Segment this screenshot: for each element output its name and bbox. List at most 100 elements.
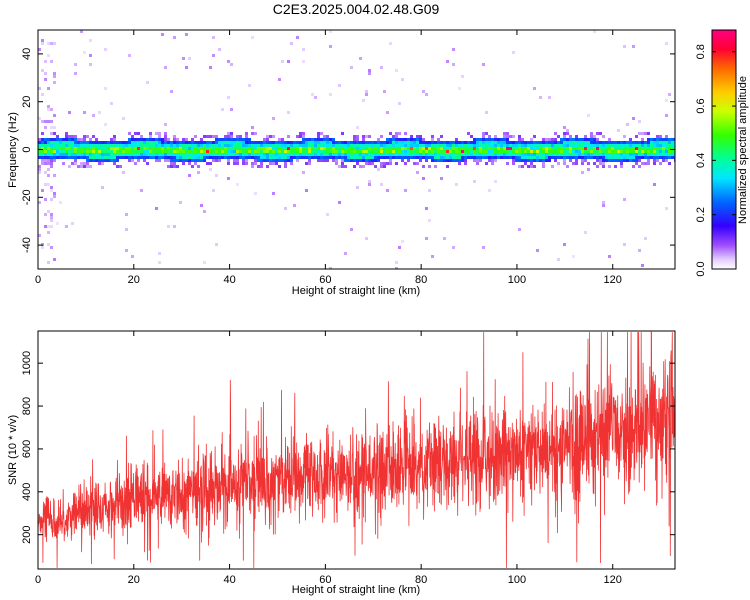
heatmap-cell [293,147,296,150]
heatmap-cell [65,141,68,144]
heatmap-cell [209,147,212,150]
heatmap-cell [401,144,404,147]
heatmap-cell [638,147,641,150]
heatmap-cell [626,150,629,153]
heatmap-cell [422,165,425,168]
heatmap-cell [59,141,62,144]
heatmap-cell [530,141,533,144]
heatmap-cell [95,147,98,150]
heatmap-cell [563,141,566,144]
heatmap-cell [557,153,560,156]
heatmap-cell [380,144,383,147]
heatmap-cell [659,141,662,144]
heatmap-cell [620,150,623,153]
heatmap-cell [587,141,590,144]
heatmap-cell [143,147,146,150]
heatmap-cell [512,51,515,54]
heatmap-cell [590,141,593,144]
heatmap-cell [170,144,173,147]
heatmap-cell [128,150,131,153]
heatmap-cell [431,144,434,147]
heatmap-cell [605,150,608,153]
heatmap-cell [218,156,221,159]
heatmap-cell [485,156,488,159]
heatmap-cell [146,138,149,141]
heatmap-cell [254,162,257,165]
heatmap-cell [620,156,623,159]
heatmap-cell [179,147,182,150]
heatmap-cell [599,141,602,144]
heatmap-cell [296,141,299,144]
heatmap-cell [299,135,302,138]
spectrogram-marks [38,30,675,269]
heatmap-cell [155,159,158,162]
heatmap-cell [173,135,176,138]
heatmap-cell [212,159,215,162]
heatmap-cell [611,153,614,156]
heatmap-cell [119,144,122,147]
heatmap-cell [401,147,404,150]
heatmap-cell [272,159,275,162]
heatmap-cell [236,162,239,165]
heatmap-cell [383,90,386,93]
heatmap-cell [215,156,218,159]
heatmap-cell [299,156,302,159]
heatmap-cell [71,222,74,225]
heatmap-cell [440,150,443,153]
heatmap-cell [323,150,326,153]
heatmap-cell [236,156,239,159]
heatmap-cell [515,156,518,159]
heatmap-cell [623,135,626,138]
heatmap-cell [482,147,485,150]
heatmap-cell [59,153,62,156]
heatmap-cell [641,138,644,141]
heatmap-cell [200,159,203,162]
heatmap-cell [134,162,137,165]
heatmap-cell [434,147,437,150]
heatmap-cell [86,147,89,150]
heatmap-cell [50,144,53,147]
heatmap-cell [455,156,458,159]
heatmap-cell [377,141,380,144]
heatmap-cell [41,156,44,159]
heatmap-cell [425,93,428,96]
colorbar-tick-label: 0.8 [695,44,707,59]
heatmap-cell [86,144,89,147]
heatmap-cell [353,138,356,141]
heatmap-cell [530,150,533,153]
heatmap-cell [281,60,284,63]
heatmap-cell [362,159,365,162]
heatmap-cell [50,120,53,123]
heatmap-cell [515,153,518,156]
heatmap-cell [632,150,635,153]
heatmap-cell [671,144,674,147]
heatmap-cell [269,162,272,165]
heatmap-cell [47,261,50,264]
heatmap-cell [419,153,422,156]
heatmap-cell [581,144,584,147]
heatmap-cell [257,144,260,147]
heatmap-cell [290,150,293,153]
heatmap-cell [287,60,290,63]
heatmap-cell [377,147,380,150]
heatmap-cell [272,135,275,138]
heatmap-cell [629,138,632,141]
heatmap-cell [41,144,44,147]
heatmap-cell [248,147,251,150]
heatmap-cell [50,42,53,45]
heatmap-cell [224,156,227,159]
heatmap-cell [638,249,641,252]
heatmap-cell [488,153,491,156]
heatmap-cell [353,141,356,144]
heatmap-cell [425,207,428,210]
heatmap-cell [161,153,164,156]
heatmap-cell [593,144,596,147]
heatmap-cell [455,144,458,147]
heatmap-cell [404,189,407,192]
heatmap-cell [95,153,98,156]
heatmap-cell [236,147,239,150]
heatmap-cell [53,258,56,261]
heatmap-cell [584,138,587,141]
heatmap-cell [182,153,185,156]
heatmap-cell [50,147,53,150]
